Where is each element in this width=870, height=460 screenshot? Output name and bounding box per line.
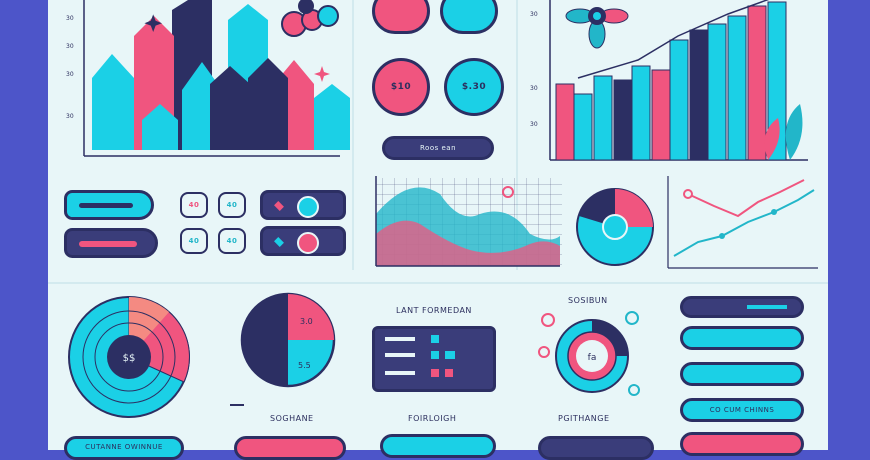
y-tick: 30 [66,71,74,78]
table-caption: FOIRLOIGH [408,414,457,423]
button-label: CUTANNE OWINNUE [85,443,163,451]
line-chart [658,176,828,274]
toggle-switch[interactable] [260,190,346,220]
stack-button[interactable] [680,296,804,318]
roos-button[interactable]: Roos ean [382,136,494,160]
bottom-button[interactable] [234,436,346,460]
cyan-round-button[interactable] [440,0,498,34]
button-label: Roos ean [419,144,457,152]
pie-chart-small [576,188,654,266]
radial-chart: fa [538,311,640,396]
y-tick: 30 [66,113,74,120]
divider [352,0,354,270]
stack-button[interactable]: CO CUM CHINNS [680,398,804,422]
stack-button[interactable] [680,326,804,350]
top-circle-buttons [372,0,502,42]
pink-value-button[interactable]: $10 [372,58,430,116]
y-tick: 30 [530,121,538,128]
bottom-button[interactable] [538,436,654,460]
radial-center-label: fa [588,353,597,363]
cyan-tag-control[interactable] [64,190,154,220]
chip-value: 40 [188,237,200,245]
arrow-left-icon [230,404,244,406]
chip-value: 40 [188,201,200,209]
data-table [372,326,496,392]
stack-button[interactable] [680,362,804,386]
radial-title: SOSIBUN [568,296,608,305]
value-label: $.30 [461,82,487,92]
donut-center-label: $$ [123,353,136,364]
cyan-value-chip[interactable]: 40 [180,228,208,254]
value-label: $10 [390,82,412,92]
y-tick: 30 [66,43,74,50]
divider [516,0,518,270]
navy-tag-control[interactable] [64,228,158,258]
y-tick: 30 [530,11,538,18]
pie-caption: SOGHANE [270,414,314,423]
y-tick: 30 [530,85,538,92]
pie-label: 3.0 [300,317,313,326]
pie-label: 5.5 [298,361,311,370]
y-tick: 30 [66,15,74,22]
bubbles-decoration [281,0,339,37]
chip-value: 40 [226,237,238,245]
pink-value-chip[interactable]: 40 [180,192,208,218]
arrow-bar-chart: 30 30 30 30 [62,0,352,172]
donut-chart: $$ [68,296,190,418]
stack-button[interactable] [680,432,804,456]
pink-round-button[interactable] [372,0,430,34]
bar-chart-right: 30 30 30 [528,0,828,172]
bottom-button[interactable]: CUTANNE OWINNUE [64,436,184,460]
area-chart [370,174,568,278]
dashboard-board: 30 30 30 30 $10 $.30 Roos ean [48,0,828,460]
cyan-value-button[interactable]: $.30 [444,58,504,116]
radial-caption: PGITHANGE [558,414,610,423]
cyan-value-chip[interactable]: 40 [218,192,246,218]
table-title: LANT FORMEDAN [396,306,472,315]
divider [48,282,828,284]
chip-value: 40 [226,201,238,209]
bottom-button[interactable] [380,434,496,458]
pie-chart-large: 3.0 5.5 [240,292,336,388]
cyan-value-chip[interactable]: 40 [218,228,246,254]
button-label: CO CUM CHINNS [709,406,775,414]
toggle-switch[interactable] [260,226,346,256]
